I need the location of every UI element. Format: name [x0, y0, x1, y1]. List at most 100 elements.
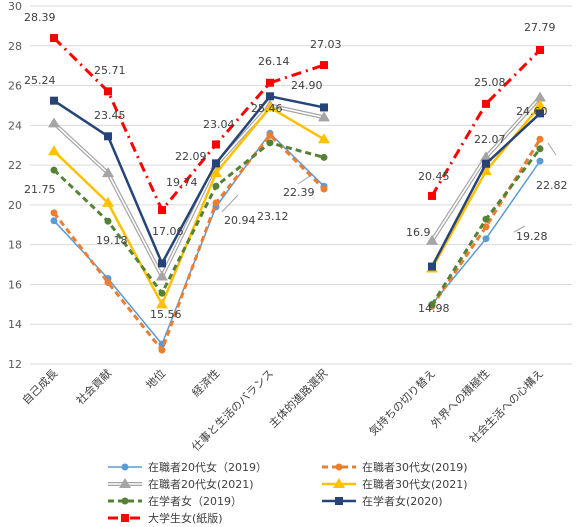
data-point [536, 145, 544, 153]
data-point [428, 191, 436, 200]
x-category-label: 気持ちの切り替え [366, 366, 438, 438]
data-point [536, 45, 544, 54]
data-point [536, 157, 544, 165]
legend-item: 大学生女(紙版) [108, 511, 223, 525]
data-point [121, 463, 129, 471]
data-point [320, 185, 328, 193]
series-line-inner [53, 104, 325, 279]
leader-line [297, 175, 311, 185]
series-line [52, 141, 325, 295]
data-label: 22.09 [175, 150, 207, 163]
x-category-label: 自己成長 [20, 367, 60, 407]
data-point [158, 289, 166, 297]
data-point [480, 151, 492, 162]
data-point [212, 159, 220, 168]
y-tick-label: 30 [8, 0, 22, 13]
series-line [430, 138, 542, 308]
data-point [335, 463, 343, 471]
data-label: 16.9 [406, 226, 431, 239]
legend-label: 在職者20代女(2021) [148, 477, 254, 491]
y-tick-label: 22 [8, 159, 22, 172]
data-point [50, 217, 58, 225]
data-label: 25.46 [251, 102, 283, 115]
data-label: 24.60 [516, 105, 548, 118]
x-category-label: 社会貢献 [73, 366, 114, 407]
data-point [335, 497, 343, 505]
data-point [158, 346, 166, 354]
data-label: 25.08 [474, 76, 506, 89]
data-label: 28.39 [24, 11, 56, 24]
data-label: 26.14 [258, 55, 290, 68]
legend-item: 在職者20代女(2021) [108, 477, 254, 491]
data-point [318, 133, 330, 144]
y-tick-label: 26 [8, 80, 22, 93]
data-label: 21.75 [24, 183, 56, 196]
legend-label: 大学生女(紙版) [148, 511, 223, 525]
data-point [212, 140, 220, 149]
data-point [428, 301, 436, 309]
data-point [320, 61, 328, 70]
data-label: 25.24 [24, 74, 56, 87]
legend-label: 在職者20代女（2019） [148, 460, 267, 474]
data-point [102, 167, 114, 178]
data-label: 20.94 [224, 214, 256, 227]
data-point [158, 259, 166, 268]
data-label: 23.04 [203, 118, 235, 131]
data-point [534, 91, 546, 102]
x-category-label: 地位 [143, 366, 168, 391]
data-label: 25.71 [94, 64, 126, 77]
legend-item: 在学者女(2020) [322, 494, 443, 508]
legend-label: 在職者30代女(2021) [362, 477, 468, 491]
data-label: 22.82 [536, 179, 568, 192]
y-tick-label: 28 [8, 40, 22, 53]
data-point [266, 139, 274, 147]
data-label: 14.98 [418, 302, 450, 315]
leader-line [221, 194, 239, 213]
data-point [212, 182, 220, 190]
data-label: 19.28 [516, 230, 548, 243]
data-point [104, 278, 112, 286]
data-point [482, 215, 490, 223]
data-label: 24.90 [291, 79, 323, 92]
series-line [52, 36, 325, 212]
legend-item: 在学者女（2019） [108, 494, 242, 508]
data-point [333, 478, 345, 488]
series-group [50, 139, 544, 309]
data-point [156, 298, 168, 309]
data-point [121, 514, 129, 522]
data-label: 19.18 [96, 234, 128, 247]
data-point [536, 135, 544, 143]
x-category-label: 経済性 [189, 366, 222, 399]
data-label: 23.12 [257, 210, 289, 223]
leader-line [547, 142, 557, 156]
data-label: 20.45 [418, 170, 450, 183]
data-label: 17.06 [152, 225, 184, 238]
y-tick-label: 24 [8, 119, 22, 132]
data-point [104, 132, 112, 141]
data-point [212, 199, 220, 207]
data-point [482, 235, 490, 243]
data-label: 15.56 [150, 308, 182, 321]
data-point [536, 109, 544, 118]
data-point [320, 153, 328, 161]
leader-line [513, 225, 526, 233]
data-point [482, 99, 490, 108]
data-point [156, 270, 168, 281]
data-point [158, 206, 166, 215]
series-group [48, 91, 546, 281]
data-point [50, 34, 58, 43]
y-tick-label: 12 [8, 358, 22, 371]
data-point [210, 167, 222, 178]
data-point [480, 165, 492, 176]
legend-label: 在職者30代女(2019) [362, 460, 468, 474]
data-point [121, 497, 129, 505]
data-point [48, 145, 60, 156]
data-point [104, 217, 112, 225]
legend-item: 在職者20代女（2019） [108, 460, 267, 474]
data-point [318, 111, 330, 122]
data-point [534, 99, 546, 110]
legend-label: 在学者女（2019） [148, 494, 242, 508]
data-label: 19.74 [166, 176, 198, 189]
